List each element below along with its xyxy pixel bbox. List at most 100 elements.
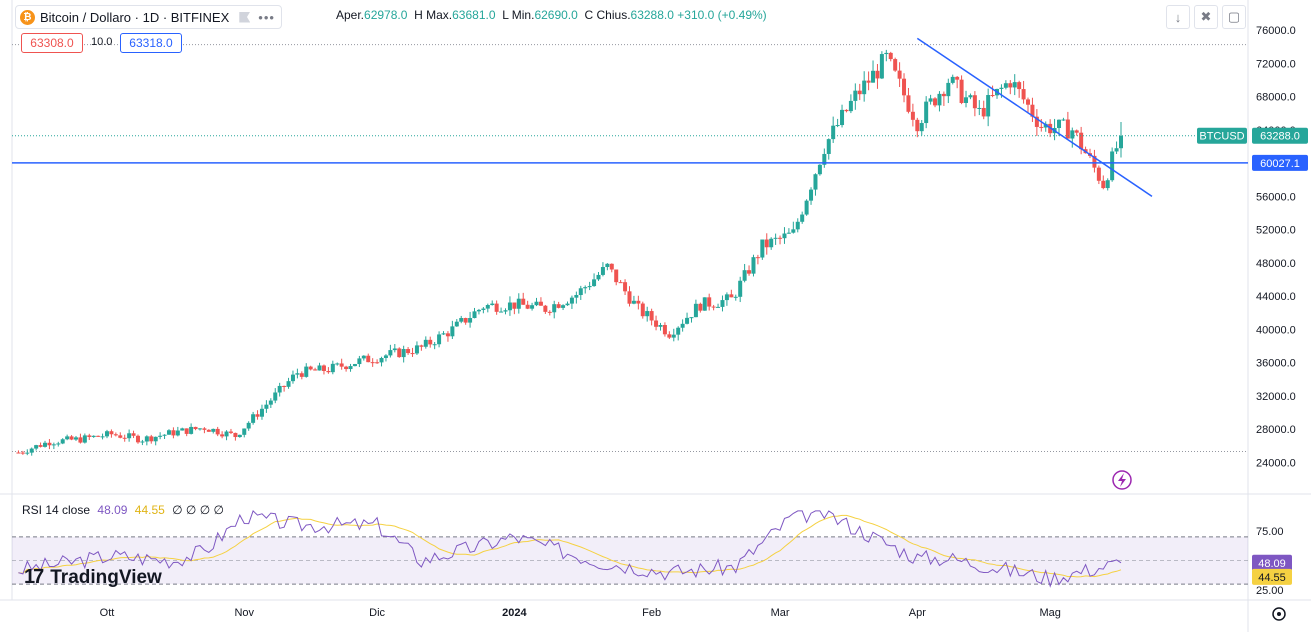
close-label: C xyxy=(584,8,594,22)
candle-body xyxy=(1030,104,1035,117)
candle-body xyxy=(1057,119,1062,129)
candle-body xyxy=(171,430,176,436)
candle-body xyxy=(321,365,326,371)
candle-body xyxy=(1039,126,1044,128)
trend-line xyxy=(916,37,1153,197)
candle-body xyxy=(286,381,291,387)
rsi-title: RSI 14 close xyxy=(22,503,91,517)
candle-body xyxy=(499,311,504,313)
candle-body xyxy=(693,303,698,318)
candle-body xyxy=(1079,132,1084,150)
candle-body xyxy=(857,90,862,95)
collapse-icon[interactable]: ✖ xyxy=(1194,5,1218,29)
candle-body xyxy=(348,366,353,370)
candle-body xyxy=(959,79,964,103)
bid-price-box[interactable]: 63308.0 xyxy=(21,33,83,53)
candle-body xyxy=(521,298,526,305)
candle-body xyxy=(738,280,743,297)
candle-body xyxy=(459,318,464,322)
candle-body xyxy=(485,305,490,309)
candle-body xyxy=(636,300,641,304)
candle-body xyxy=(769,238,774,248)
price-tick-label: 40000.0 xyxy=(1256,324,1296,336)
candle-body xyxy=(1105,180,1110,189)
candle-body xyxy=(242,428,247,435)
candle-body xyxy=(764,239,769,248)
candle-body xyxy=(928,98,933,102)
candle-body xyxy=(547,311,552,313)
candle-body xyxy=(569,297,574,304)
arrow-down-icon[interactable]: ↓ xyxy=(1166,5,1190,29)
candle-body xyxy=(392,348,397,351)
candle-body xyxy=(658,325,663,327)
rsi-value: 48.09 xyxy=(97,503,128,517)
time-tick-label: 2024 xyxy=(502,607,527,619)
candle-body xyxy=(623,282,628,292)
tradingview-logo[interactable]: 17 TradingView xyxy=(24,566,162,589)
candle-body xyxy=(259,408,264,417)
ask-price-box[interactable]: 63318.0 xyxy=(120,33,182,53)
candle-body xyxy=(472,311,477,319)
symbol-legend[interactable]: ₿ Bitcoin / Dollaro · 1D · BITFINEX ••• xyxy=(15,5,282,29)
time-tick-label: Apr xyxy=(909,607,926,619)
rsi-legend[interactable]: RSI 14 close 48.09 44.55 ∅ ∅ ∅ ∅ xyxy=(22,503,224,517)
price-tick-label: 36000.0 xyxy=(1256,358,1296,370)
candle-body xyxy=(525,304,530,309)
candle-body xyxy=(924,101,929,124)
candle-body xyxy=(228,431,233,433)
rsi-ma-line xyxy=(18,514,1122,578)
candle-body xyxy=(654,320,659,327)
candle-body xyxy=(375,362,380,364)
flag-icon[interactable] xyxy=(239,11,251,23)
price-tick-label: 68000.0 xyxy=(1256,92,1296,104)
candle-body xyxy=(543,305,548,312)
price-tick-label: 76000.0 xyxy=(1256,25,1296,37)
candle-body xyxy=(317,365,322,371)
candle-body xyxy=(809,189,814,201)
time-tick-label: Mar xyxy=(771,607,790,619)
candle-body xyxy=(955,76,960,80)
candle-body xyxy=(91,435,96,437)
candle-body xyxy=(583,287,588,289)
candle-body xyxy=(47,442,52,446)
candle-body xyxy=(20,452,25,454)
candle-body xyxy=(96,435,101,437)
candle-body xyxy=(751,257,756,274)
candle-body xyxy=(100,436,105,438)
candle-body xyxy=(640,303,645,317)
candle-body xyxy=(680,323,685,328)
candle-body xyxy=(366,355,371,363)
candle-body xyxy=(946,82,951,97)
candle-body xyxy=(578,288,583,296)
candle-body xyxy=(561,305,566,308)
support-tag-bg xyxy=(1252,154,1308,171)
symbol-title[interactable]: Bitcoin / Dollaro · 1D · BITFINEX xyxy=(40,9,230,25)
candle-body xyxy=(282,385,287,387)
candle-body xyxy=(937,93,942,106)
rsi-ma-tag-bg xyxy=(1252,568,1292,585)
candle-body xyxy=(645,311,650,317)
candle-body xyxy=(866,80,871,83)
low-label: L xyxy=(502,8,509,22)
candle-body xyxy=(233,432,238,438)
candle-body xyxy=(494,303,499,312)
candle-body xyxy=(237,434,242,438)
candle-body xyxy=(1119,135,1123,149)
candle-body xyxy=(16,452,21,454)
candle-body xyxy=(853,90,858,101)
candle-body xyxy=(618,282,623,284)
candle-body xyxy=(685,317,690,324)
candle-body xyxy=(840,109,845,126)
rsi-tag-bg xyxy=(1252,554,1292,571)
support-tag: 60027.1 xyxy=(1260,158,1300,170)
more-options-icon[interactable]: ••• xyxy=(258,9,275,25)
settings-gear-icon-center xyxy=(1277,612,1281,616)
candle-body xyxy=(986,95,991,117)
candle-body xyxy=(34,445,39,449)
high-label: H xyxy=(414,8,423,22)
fullscreen-icon[interactable]: ▢ xyxy=(1222,5,1246,29)
tradingview-logo-mark: 17 xyxy=(24,566,44,588)
candle-body xyxy=(437,334,442,345)
candle-body xyxy=(82,435,87,443)
